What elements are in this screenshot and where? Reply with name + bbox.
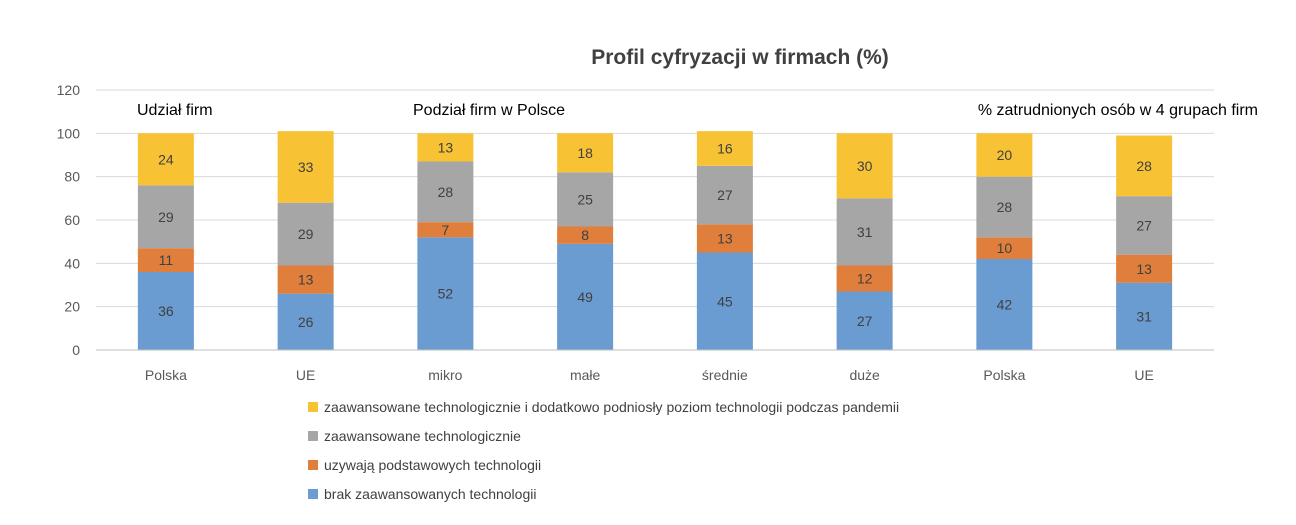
legend-swatch — [308, 489, 318, 499]
x-tick-label: UE — [296, 367, 315, 383]
bar-segment — [417, 237, 474, 350]
y-tick-label: 40 — [64, 255, 80, 271]
data-label: 28 — [1136, 158, 1152, 174]
bar-segment — [836, 265, 893, 292]
data-label: 28 — [438, 184, 454, 200]
data-label: 29 — [298, 226, 314, 242]
x-tick-label: duże — [849, 367, 880, 383]
data-label: 52 — [438, 286, 454, 302]
data-label: 8 — [581, 227, 589, 243]
bar-segment — [137, 185, 194, 249]
bar-segment — [137, 248, 194, 272]
y-tick-label: 120 — [57, 82, 81, 98]
y-tick-label: 0 — [72, 342, 80, 358]
bar-segment — [696, 252, 753, 350]
data-label: 49 — [577, 289, 593, 305]
x-axis: Polska UE mikro małe średnie duże Polska UE — [96, 349, 1214, 383]
data-label: 31 — [857, 224, 873, 240]
bar-segment — [836, 198, 893, 266]
bar-segment — [836, 291, 893, 350]
data-label: 16 — [717, 141, 733, 157]
bar-segment — [557, 133, 614, 173]
data-label: 11 — [159, 252, 174, 268]
data-label: 29 — [158, 209, 174, 225]
bar-segment — [696, 131, 753, 166]
data-label: 25 — [577, 191, 593, 207]
y-tick-label: 80 — [64, 169, 80, 185]
data-label: 30 — [857, 158, 873, 174]
legend-swatch — [308, 402, 318, 412]
bar-segment — [1116, 135, 1173, 197]
data-label: 42 — [997, 297, 1013, 313]
bar-segment — [417, 133, 474, 162]
x-tick-label: średnie — [702, 367, 748, 383]
chart-title: Profil cyfryzacji w firmach (%) — [591, 46, 889, 69]
bar-segment — [976, 176, 1033, 238]
bar-segment — [417, 161, 474, 223]
data-label: 27 — [857, 313, 873, 329]
legend-label: brak zaawansowanych technologii — [324, 486, 536, 502]
legend-swatch — [308, 460, 318, 470]
data-label: 20 — [997, 147, 1013, 163]
data-label: 27 — [717, 187, 733, 203]
bar-segment — [836, 133, 893, 199]
bars: 36 11 29 24 26 13 29 33 52 7 28 13 49 8 25 18 45 13 27 16 27… — [137, 131, 1173, 350]
bar-segment — [976, 237, 1033, 259]
data-label: 33 — [298, 159, 314, 175]
bar-segment — [557, 243, 614, 350]
x-tick-label: Polska — [145, 367, 187, 383]
data-label: 13 — [438, 139, 454, 155]
data-label: 36 — [158, 303, 174, 319]
bar-segment — [1116, 254, 1173, 283]
bar-segment — [696, 165, 753, 225]
data-label: 27 — [1136, 217, 1152, 233]
bar-segment — [976, 133, 1033, 177]
data-label: 31 — [1136, 308, 1152, 324]
data-label: 7 — [441, 222, 449, 238]
bar-segment — [696, 224, 753, 253]
section-label-podzial-firm: Podział firm w Polsce — [413, 102, 565, 119]
data-label: 13 — [717, 230, 733, 246]
legend-label: uzywają podstawowych technologii — [324, 457, 541, 473]
legend: zaawansowane technologicznie i dodatkowo… — [308, 399, 899, 502]
bar-segment — [557, 172, 614, 227]
bar-segment — [277, 202, 334, 266]
bar-segment — [137, 133, 194, 186]
data-label: 12 — [857, 271, 873, 287]
bar-segment — [557, 226, 614, 244]
x-tick-label: UE — [1134, 367, 1153, 383]
x-tick-label: mikro — [428, 367, 462, 383]
section-label-zatrudnionych: % zatrudnionych osób w 4 grupach firm — [978, 102, 1258, 119]
data-label: 26 — [298, 314, 314, 330]
data-label: 13 — [1136, 261, 1152, 277]
legend-label: zaawansowane technologicznie i dodatkowo… — [324, 399, 899, 415]
bar-segment — [976, 259, 1033, 350]
y-tick-label: 20 — [64, 299, 80, 315]
legend-label: zaawansowane technologicznie — [324, 428, 521, 444]
y-axis: 0 20 40 60 80 100 120 — [57, 82, 81, 358]
data-label: 18 — [577, 145, 593, 161]
data-label: 28 — [997, 199, 1013, 215]
data-label: 24 — [158, 151, 174, 167]
data-label: 10 — [997, 240, 1013, 256]
y-tick-label: 60 — [64, 212, 80, 228]
data-label: 45 — [717, 293, 733, 309]
bar-segment — [277, 131, 334, 203]
bar-segment — [277, 265, 334, 294]
bar-segment — [1116, 282, 1173, 350]
bar-segment — [137, 272, 194, 350]
bar-segment — [277, 293, 334, 350]
x-tick-label: Polska — [983, 367, 1025, 383]
section-label-udzial-firm: Udział firm — [137, 102, 213, 119]
gridlines — [96, 89, 1214, 308]
y-tick-label: 100 — [57, 125, 81, 141]
data-label: 13 — [298, 272, 314, 288]
x-tick-label: małe — [570, 367, 601, 383]
bar-segment — [417, 222, 474, 238]
bar-segment — [1116, 196, 1173, 255]
legend-swatch — [308, 431, 318, 441]
